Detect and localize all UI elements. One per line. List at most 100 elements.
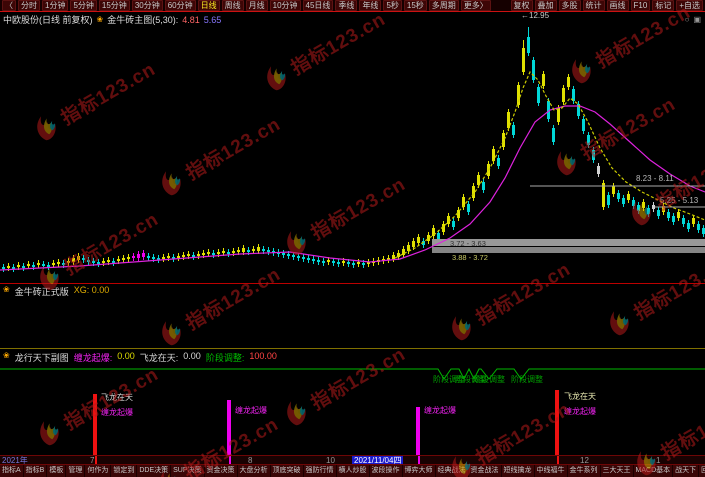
- strategy-tab-三大天王[interactable]: 三大天王: [600, 465, 634, 477]
- toolbar-button-+自选[interactable]: +自选: [676, 0, 703, 11]
- panel2-indicator-name[interactable]: 金牛砖正式版: [14, 287, 69, 297]
- strategy-tab-大盘分析[interactable]: 大盘分析: [237, 465, 271, 477]
- panel-layout-icon[interactable]: ▣: [693, 15, 701, 24]
- panel3-flower-icon: ❀: [3, 351, 10, 360]
- toolbar-button-复权[interactable]: 复权: [510, 0, 533, 11]
- strategy-tab-指标B[interactable]: 指标B: [23, 465, 48, 477]
- panel2-header: ❀ 金牛砖正式版 XG: 0.00: [3, 285, 109, 298]
- panel2-xg-value: XG: 0.00: [73, 285, 110, 295]
- time-axis[interactable]: 2021/11/04四 2021年 7 8 10 12 1: [0, 455, 705, 465]
- period-tab-更多〉[interactable]: 更多〉: [460, 0, 491, 11]
- stage-adjust-label: 阶段调整: [473, 375, 505, 384]
- period-tab-1分钟[interactable]: 1分钟: [42, 0, 69, 11]
- field-chanlong-label: 缠龙起爆:: [73, 353, 113, 363]
- strategy-tab-横人炒股[interactable]: 横人炒股: [336, 465, 370, 477]
- stage-adjust-label: 阶段调整: [433, 375, 465, 384]
- toolbar-right: 复权 叠加 多股 统计 画线 F10 标记 +自选: [510, 0, 705, 11]
- title-bar: 中欧股份(日线 前复权) ❀ 金牛砖主图(5,30): 4.81 5.65 ○ …: [0, 13, 705, 26]
- axis-label: 8: [248, 456, 253, 465]
- period-toolbar: 〈 分时 1分钟 5分钟 15分钟 30分钟 60分钟 日线 周线 月线 10分钟 45日线 季线 年线…: [0, 0, 705, 12]
- strategy-tab-指标A[interactable]: 指标A: [0, 465, 24, 477]
- indicator-flower-icon: ❀: [96, 15, 104, 24]
- signal-label: 缠龙起爆: [564, 407, 596, 416]
- strategy-tab-波段操作[interactable]: 波段操作: [369, 465, 403, 477]
- signal-date-tick: [557, 456, 559, 465]
- strategy-tab-资金战法[interactable]: 资金战法: [468, 465, 502, 477]
- strategy-tab-SUP决策[interactable]: SUP决策: [171, 465, 205, 477]
- panel3-header: ❀ 龙行天下副图 缠龙起爆: 0.00 飞龙在天: 0.00 阶段调整: 100…: [3, 351, 277, 364]
- toolbar-button-多股[interactable]: 多股: [558, 0, 581, 11]
- strategy-tab-管理[interactable]: 管理: [66, 465, 86, 477]
- period-tab-季线[interactable]: 季线: [335, 0, 358, 11]
- period-tab-30分钟[interactable]: 30分钟: [131, 0, 163, 11]
- field-feilong-label: 飞龙在天:: [139, 353, 179, 363]
- field-stage-value: 100.00: [249, 351, 277, 361]
- svg-text:8.23 - 8.11: 8.23 - 8.11: [636, 174, 674, 183]
- period-tab-日线[interactable]: 日线: [197, 0, 220, 11]
- toolbar-button-标记[interactable]: 标记: [652, 0, 675, 11]
- strategy-tab-经典战法[interactable]: 经典战法: [435, 465, 469, 477]
- main-indicator-name[interactable]: 金牛砖主图(5,30):: [107, 15, 179, 25]
- strategy-tab-回马枪[interactable]: 回马枪: [699, 465, 705, 477]
- period-tab-5秒[interactable]: 5秒: [383, 0, 402, 11]
- strategy-tab-模板[interactable]: 模板: [47, 465, 67, 477]
- toolbar-button-画线[interactable]: 画线: [606, 0, 629, 11]
- strategy-tab-MACD基本[interactable]: MACD基本: [633, 465, 674, 477]
- period-tab-周线[interactable]: 周线: [221, 0, 244, 11]
- field-stage-label: 阶段调整:: [205, 353, 245, 363]
- period-tab-5分钟[interactable]: 5分钟: [70, 0, 97, 11]
- stock-title: 中欧股份(日线 前复权): [3, 15, 93, 25]
- signal-label: 缠龙起爆: [235, 406, 267, 415]
- toolbar-button-叠加[interactable]: 叠加: [534, 0, 557, 11]
- strategy-tab-战天下[interactable]: 战天下: [673, 465, 700, 477]
- signal-date-tick: [95, 456, 97, 465]
- period-tab-分时[interactable]: 分时: [18, 0, 40, 11]
- axis-label: 10: [326, 456, 335, 465]
- ma30-value: 5.65: [203, 14, 222, 25]
- toolbar-button-F10[interactable]: F10: [630, 0, 651, 11]
- strategy-tab-短线擒龙[interactable]: 短线擒龙: [501, 465, 535, 477]
- strategy-tab-中线福牛[interactable]: 中线福牛: [534, 465, 568, 477]
- stage-adjust-label: 阶段调整: [511, 375, 543, 384]
- period-tab-10分钟[interactable]: 10分钟: [269, 0, 301, 11]
- period-tab-45日线[interactable]: 45日线: [302, 0, 334, 11]
- svg-text:3.72 - 3.63: 3.72 - 3.63: [450, 239, 486, 248]
- axis-label: 7: [90, 456, 95, 465]
- strategy-tab-顶底突破[interactable]: 顶底突破: [270, 465, 304, 477]
- strategy-tab-强防行情[interactable]: 强防行情: [303, 465, 337, 477]
- circle-icon[interactable]: ○: [684, 15, 690, 24]
- svg-text:5.25 - 5.13: 5.25 - 5.13: [660, 196, 699, 205]
- svg-text:3.88 - 3.72: 3.88 - 3.72: [452, 253, 488, 262]
- strategy-tab-DDE决策[interactable]: DDE决策: [137, 465, 172, 477]
- signal-label: 飞龙在天: [101, 393, 133, 402]
- stage-adjust-label: 阶段调整: [455, 375, 487, 384]
- period-tab-15秒[interactable]: 15秒: [403, 0, 427, 11]
- panel3-indicator-name[interactable]: 龙行天下副图: [14, 353, 69, 363]
- axis-label: 12: [580, 456, 589, 465]
- strategy-tab-资金决策[interactable]: 资金决策: [204, 465, 238, 477]
- signal-label: 缠龙起爆: [424, 406, 456, 415]
- strategy-tab-锁定到[interactable]: 锁定到: [111, 465, 138, 477]
- strategy-tab-博弈大师[interactable]: 博弈大师: [402, 465, 436, 477]
- field-feilong-value: 0.00: [183, 351, 201, 361]
- signal-label: 飞龙在天: [564, 392, 596, 401]
- panel2-flower-icon: ❀: [3, 285, 10, 294]
- strategy-tab-金牛系列[interactable]: 金牛系列: [567, 465, 601, 477]
- period-tabs: 分时 1分钟 5分钟 15分钟 30分钟 60分钟 日线 周线 月线 10分钟 45日线 季线 年线 5秒…: [18, 0, 491, 11]
- back-icon[interactable]: 〈: [2, 0, 16, 11]
- axis-label: 2021年: [2, 456, 28, 465]
- period-tab-多周期[interactable]: 多周期: [428, 0, 459, 11]
- svg-text:←12.95: ←12.95: [521, 11, 550, 20]
- strategy-tab-何作为[interactable]: 何作为: [85, 465, 112, 477]
- period-tab-月线[interactable]: 月线: [245, 0, 268, 11]
- period-tab-15分钟[interactable]: 15分钟: [98, 0, 130, 11]
- signal-date-tick: [418, 456, 420, 465]
- strategy-tab-bar: 指标A 指标B 模板 管理 何作为 锁定到 DDE决策 SUP决策 资金决策 大盘分析 顶底突破 强防…: [0, 464, 705, 477]
- period-tab-年线[interactable]: 年线: [359, 0, 382, 11]
- selected-date-badge: 2021/11/04四: [352, 456, 404, 465]
- toolbar-button-统计[interactable]: 统计: [582, 0, 605, 11]
- axis-label: 1: [656, 456, 661, 465]
- period-tab-60分钟[interactable]: 60分钟: [164, 0, 196, 11]
